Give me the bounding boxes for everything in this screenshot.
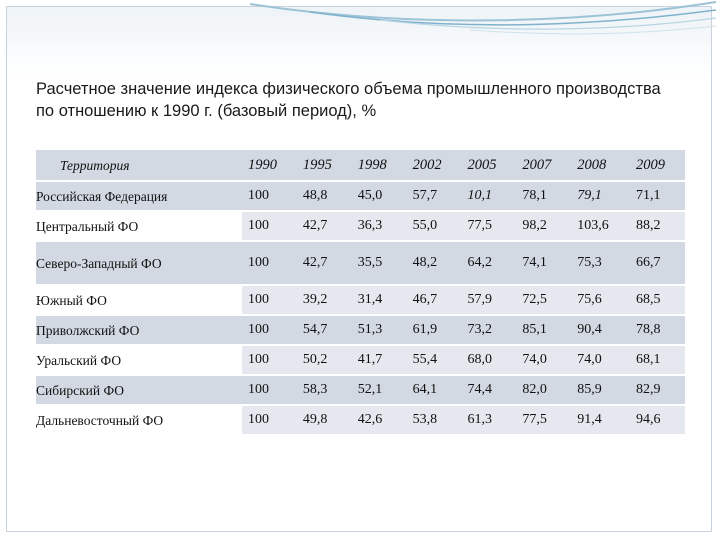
table-cell: 64,1 [406, 375, 462, 406]
header-year: 1995 [296, 150, 352, 182]
table-cell: 54,7 [296, 315, 352, 346]
header-year: 2008 [571, 150, 631, 182]
table-cell: 79,1 [571, 181, 631, 212]
table-cell: 41,7 [351, 345, 407, 376]
territory-name: Сибирский ФО [36, 375, 242, 406]
table-cell: 78,8 [630, 315, 685, 346]
table-cell: 100 [241, 315, 297, 346]
table-cell: 64,2 [461, 241, 517, 286]
table-row: Южный ФО 100 39,2 31,4 46,7 57,9 72,5 75… [36, 285, 685, 316]
header-year: 2002 [406, 150, 462, 182]
table-cell: 57,7 [406, 181, 462, 212]
table-cell: 51,3 [351, 315, 407, 346]
table-row: Северо-Западный ФО 100 42,7 35,5 48,2 64… [36, 241, 685, 286]
table-cell: 77,5 [461, 211, 517, 242]
table-cell: 74,1 [516, 241, 572, 286]
table-cell: 73,2 [461, 315, 517, 346]
territory-name: Российская Федерация [36, 181, 242, 212]
table-cell: 82,9 [630, 375, 685, 406]
table-cell: 72,5 [516, 285, 572, 316]
territory-name: Дальневосточный ФО [36, 405, 242, 436]
table-cell: 39,2 [296, 285, 352, 316]
table-cell: 94,6 [630, 405, 685, 436]
table-cell: 46,7 [406, 285, 462, 316]
header-territory: Территория [36, 150, 242, 182]
table-cell: 100 [241, 405, 297, 436]
table-cell: 82,0 [516, 375, 572, 406]
table-cell: 78,1 [516, 181, 572, 212]
table-cell: 100 [241, 345, 297, 376]
table-cell: 75,3 [571, 241, 631, 286]
decorative-swoosh [249, 1, 717, 35]
table-cell: 31,4 [351, 285, 407, 316]
table-cell: 74,0 [516, 345, 572, 376]
table-header-row: Территория 1990 1995 1998 2002 2005 2007… [36, 150, 685, 182]
table-row: Сибирский ФО 100 58,3 52,1 64,1 74,4 82,… [36, 375, 685, 406]
table-cell: 50,2 [296, 345, 352, 376]
table-cell: 68,0 [461, 345, 517, 376]
table-cell: 66,7 [630, 241, 685, 286]
table-cell: 77,5 [516, 405, 572, 436]
table-cell: 52,1 [351, 375, 407, 406]
table-cell: 48,2 [406, 241, 462, 286]
table-row: Приволжский ФО 100 54,7 51,3 61,9 73,2 8… [36, 315, 685, 346]
table-cell: 91,4 [571, 405, 631, 436]
table-cell: 85,9 [571, 375, 631, 406]
table-cell: 55,4 [406, 345, 462, 376]
table-cell: 100 [241, 211, 297, 242]
table-cell: 88,2 [630, 211, 685, 242]
table-cell: 49,8 [296, 405, 352, 436]
table-cell: 42,6 [351, 405, 407, 436]
table-cell: 103,6 [571, 211, 631, 242]
table-cell: 100 [241, 285, 297, 316]
table-cell: 61,3 [461, 405, 517, 436]
table-row: Уральский ФО 100 50,2 41,7 55,4 68,0 74,… [36, 345, 685, 376]
table-cell: 74,0 [571, 345, 631, 376]
index-table: Территория 1990 1995 1998 2002 2005 2007… [36, 150, 685, 436]
territory-name: Приволжский ФО [36, 315, 242, 346]
table-cell: 35,5 [351, 241, 407, 286]
table-cell: 68,5 [630, 285, 685, 316]
table-cell: 61,9 [406, 315, 462, 346]
slide-title: Расчетное значение индекса физического о… [36, 80, 661, 120]
table-cell: 10,1 [461, 181, 517, 212]
territory-name: Центральный ФО [36, 211, 242, 242]
table-cell: 68,1 [630, 345, 685, 376]
table-cell: 71,1 [630, 181, 685, 212]
table-cell: 48,8 [296, 181, 352, 212]
table-cell: 90,4 [571, 315, 631, 346]
table-cell: 57,9 [461, 285, 517, 316]
header-year: 2009 [630, 150, 685, 182]
table-cell: 53,8 [406, 405, 462, 436]
header-year: 1990 [241, 150, 297, 182]
header-year: 1998 [351, 150, 407, 182]
territory-name: Уральский ФО [36, 345, 242, 376]
header-year: 2005 [461, 150, 517, 182]
table-cell: 36,3 [351, 211, 407, 242]
table-row: Дальневосточный ФО 100 49,8 42,6 53,8 61… [36, 405, 685, 436]
table-cell: 74,4 [461, 375, 517, 406]
table-cell: 42,7 [296, 241, 352, 286]
table-cell: 75,6 [571, 285, 631, 316]
territory-name: Северо-Западный ФО [36, 241, 242, 286]
header-year: 2007 [516, 150, 572, 182]
table-cell: 58,3 [296, 375, 352, 406]
table-row: Российская Федерация 100 48,8 45,0 57,7 … [36, 181, 685, 212]
table-cell: 98,2 [516, 211, 572, 242]
table-cell: 85,1 [516, 315, 572, 346]
table-cell: 55,0 [406, 211, 462, 242]
table-row: Центральный ФО 100 42,7 36,3 55,0 77,5 9… [36, 211, 685, 242]
table-cell: 100 [241, 375, 297, 406]
table-cell: 100 [241, 181, 297, 212]
table-cell: 45,0 [351, 181, 407, 212]
table-cell: 42,7 [296, 211, 352, 242]
table-cell: 100 [241, 241, 297, 286]
territory-name: Южный ФО [36, 285, 242, 316]
